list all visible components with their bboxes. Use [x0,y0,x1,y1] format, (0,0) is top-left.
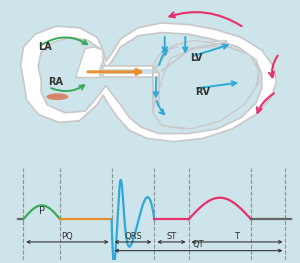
Polygon shape [162,41,226,71]
Text: T: T [235,232,239,241]
Text: QRS: QRS [124,232,142,241]
Text: RA: RA [49,78,64,88]
Polygon shape [153,45,259,129]
Polygon shape [153,73,165,106]
Text: LV: LV [190,53,202,63]
Text: ST: ST [166,232,177,241]
Polygon shape [38,33,262,134]
Text: PQ: PQ [61,232,73,241]
Polygon shape [153,41,259,129]
Polygon shape [76,47,103,77]
Polygon shape [153,47,179,71]
Text: QT: QT [193,240,204,249]
Text: RV: RV [196,87,211,97]
Polygon shape [103,69,153,74]
Ellipse shape [46,93,68,100]
Polygon shape [21,23,276,141]
Polygon shape [103,66,153,77]
Text: LA: LA [38,42,52,52]
Text: P: P [39,206,45,216]
